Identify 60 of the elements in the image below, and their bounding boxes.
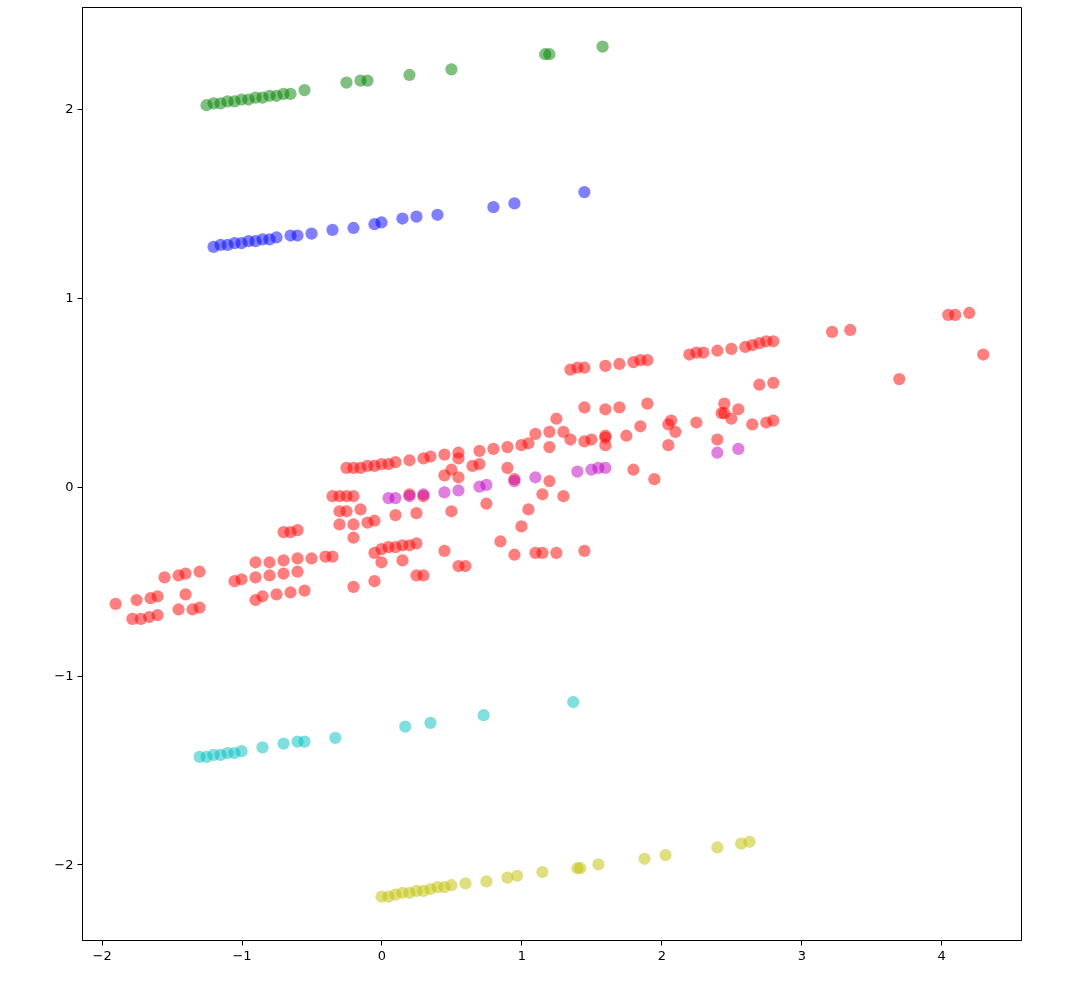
point <box>638 852 651 865</box>
point <box>711 446 724 459</box>
point <box>445 879 458 892</box>
point <box>431 208 444 221</box>
point <box>410 210 423 223</box>
x-tick-label: 4 <box>937 947 946 963</box>
x-tick-label: 3 <box>797 947 806 963</box>
point <box>459 877 472 890</box>
point <box>375 216 388 229</box>
point <box>235 745 248 758</box>
point <box>277 737 290 750</box>
point <box>711 841 724 854</box>
point <box>592 858 605 871</box>
x-tick-label: 0 <box>377 947 387 963</box>
y-tick-label: −1 <box>54 668 74 684</box>
point <box>567 695 580 709</box>
point <box>298 83 311 97</box>
point <box>452 484 465 497</box>
point <box>508 197 521 210</box>
point <box>326 223 339 236</box>
y-tick-label: 1 <box>65 290 74 306</box>
point <box>732 442 745 456</box>
point <box>445 63 458 76</box>
point <box>477 709 490 722</box>
point <box>298 735 311 748</box>
point <box>659 848 672 862</box>
point <box>329 731 342 745</box>
point <box>347 221 360 235</box>
point <box>480 478 493 491</box>
point <box>599 461 612 474</box>
point <box>438 486 451 499</box>
x-tick-label: 2 <box>657 947 666 963</box>
point <box>403 68 416 82</box>
point <box>291 229 304 242</box>
point <box>543 48 556 61</box>
point <box>340 76 353 89</box>
point <box>487 201 500 214</box>
point <box>396 212 409 225</box>
point <box>361 74 374 87</box>
point <box>305 227 318 240</box>
point <box>389 491 402 505</box>
x-tick-label: −2 <box>92 947 112 963</box>
x-tick-label: −1 <box>232 947 252 963</box>
point <box>571 465 584 478</box>
point <box>511 869 524 882</box>
point <box>596 40 609 53</box>
y-tick-label: 0 <box>65 479 74 495</box>
y-tick-label: −2 <box>54 856 74 872</box>
point <box>399 720 412 733</box>
point <box>529 471 542 484</box>
x-tick-label: 1 <box>517 947 527 963</box>
y-tick-label: 2 <box>65 101 74 117</box>
point <box>256 741 269 754</box>
point <box>270 231 283 244</box>
point <box>284 87 297 100</box>
point <box>536 865 549 879</box>
point <box>743 835 756 848</box>
point <box>480 875 493 888</box>
point <box>424 716 437 729</box>
point <box>578 185 591 199</box>
